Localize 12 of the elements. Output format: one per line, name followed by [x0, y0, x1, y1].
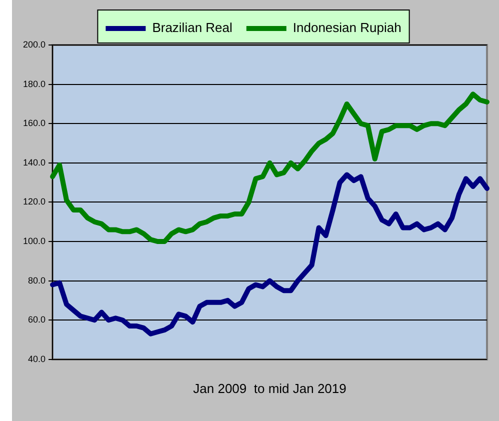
y-tick-label: 80.0	[28, 275, 46, 286]
y-tick-label: 160.0	[22, 118, 46, 128]
y-tick-label: 200.0	[22, 39, 46, 50]
x-axis-title: Jan 2009 to mid Jan 2019	[193, 380, 346, 396]
y-tick-label: 180.0	[22, 78, 46, 89]
y-tick-label: 60.0	[28, 314, 46, 325]
legend-label: Indonesian Rupiah	[292, 20, 402, 36]
y-tick-label: 100.0	[22, 236, 46, 246]
legend-label: Brazilian Real	[152, 20, 233, 36]
y-tick-label: 140.0	[22, 157, 46, 168]
y-tick-label: 120.0	[22, 196, 46, 207]
y-tick-label: 40.0	[28, 354, 46, 364]
